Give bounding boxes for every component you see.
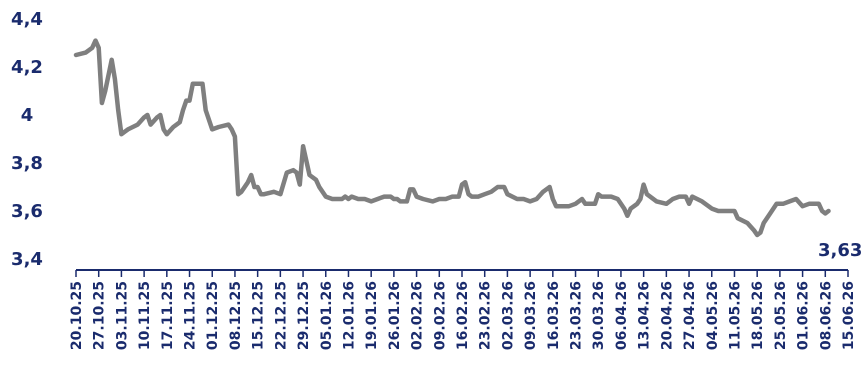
x-tick-label: 12.01.26 <box>341 281 357 350</box>
x-tick-label: 30.03.26 <box>591 281 607 350</box>
x-tick-label: 26.01.26 <box>387 281 403 350</box>
x-tick-label: 27.04.26 <box>682 281 698 350</box>
last-value-label: 3,63 <box>818 240 862 261</box>
x-tick-label: 20.04.26 <box>659 281 675 350</box>
x-tick-label: 01.06.26 <box>796 281 812 350</box>
x-tick-label: 05.01.26 <box>319 281 335 350</box>
x-tick-label: 23.03.26 <box>569 281 585 350</box>
y-tick-label: 4 <box>21 105 34 126</box>
series-line <box>73 38 831 238</box>
y-tick-label: 3,4 <box>11 249 43 270</box>
x-tick-label: 03.11.25 <box>114 281 130 350</box>
x-tick-label: 02.02.26 <box>410 281 426 350</box>
x-tick-label: 08.12.25 <box>228 281 244 350</box>
x-tick-label: 19.01.26 <box>364 281 380 350</box>
y-axis: 4,4 4,2 4 3,8 3,6 3,4 <box>11 9 43 270</box>
x-tick-label: 11.05.26 <box>727 281 743 350</box>
x-tick-label: 06.04.26 <box>614 281 630 350</box>
x-tick-label: 23.02.26 <box>478 281 494 350</box>
x-tick-label: 04.05.26 <box>705 281 721 350</box>
y-tick-label: 4,2 <box>11 57 43 78</box>
x-tick-label: 16.02.26 <box>455 281 471 350</box>
x-tick-label: 20.10.25 <box>69 281 85 350</box>
x-tick-label: 09.03.26 <box>523 281 539 350</box>
x-tick-label: 22.12.25 <box>273 281 289 350</box>
x-tick-label: 25.05.26 <box>773 281 789 350</box>
series-group <box>73 38 831 238</box>
x-tick-label: 10.11.25 <box>137 281 153 350</box>
x-tick-label: 15.12.25 <box>251 281 267 350</box>
x-axis: 20.10.25 27.10.25 03.11.25 10.11.25 17.11.25… <box>69 270 857 350</box>
x-tick-label: 13.04.26 <box>637 281 653 350</box>
x-tick-label: 24.11.25 <box>183 281 199 350</box>
x-tick-label: 15.06.26 <box>841 281 857 350</box>
x-tick-label: 18.05.26 <box>750 281 766 350</box>
x-tick-label: 27.10.25 <box>92 281 108 350</box>
y-tick-label: 3,6 <box>11 201 43 222</box>
x-tick-label: 08.06.26 <box>818 281 834 350</box>
x-tick-label: 02.03.26 <box>500 281 516 350</box>
y-tick-label: 4,4 <box>11 9 43 30</box>
x-tick-label: 01.12.25 <box>205 281 221 350</box>
y-tick-label: 3,8 <box>11 153 43 174</box>
x-tick-label: 17.11.25 <box>160 281 176 350</box>
x-tick-label: 16.03.26 <box>546 281 562 350</box>
x-tick-label: 09.02.26 <box>432 281 448 350</box>
x-tick-label: 29.12.25 <box>296 281 312 350</box>
